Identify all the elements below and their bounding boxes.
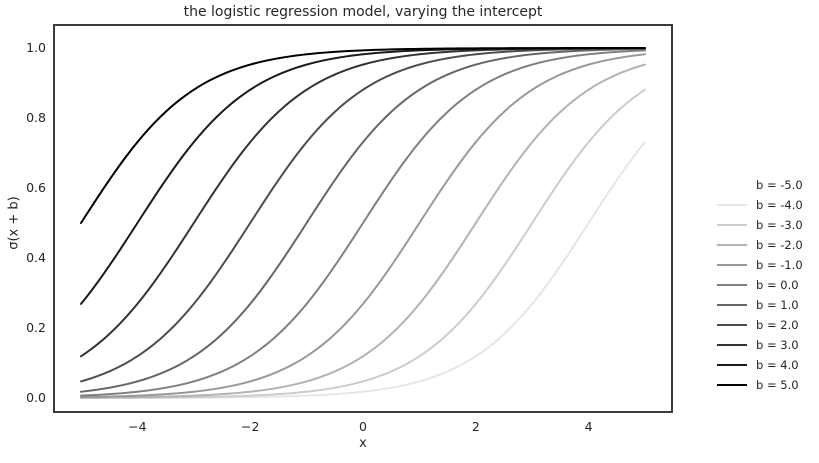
plot-area: [53, 24, 673, 413]
legend-line-swatch: [717, 264, 747, 266]
x-tick-−4: −4: [128, 419, 147, 434]
legend-row-b=0.0: b = 0.0: [717, 275, 803, 295]
legend-label: b = 0.0: [756, 278, 799, 292]
curve-b=3.0: [80, 47, 646, 358]
legend-label: b = 1.0: [756, 298, 799, 312]
legend-label: b = 2.0: [756, 318, 799, 332]
legend-row-b=-2.0: b = -2.0: [717, 235, 803, 255]
y-tick-0.4: 0.4: [26, 250, 46, 265]
legend-row-b=1.0: b = 1.0: [717, 295, 803, 315]
y-tick-0.6: 0.6: [26, 180, 46, 195]
curve-b=-2.0: [80, 63, 646, 399]
legend-line-swatch: [717, 384, 747, 386]
legend-row-b=3.0: b = 3.0: [717, 335, 803, 355]
legend-line-swatch: [717, 324, 747, 326]
legend-label: b = -1.0: [756, 258, 803, 272]
x-tick-0: 0: [359, 419, 367, 434]
curve-b=-3.0: [80, 88, 646, 399]
legend-row-b=-3.0: b = -3.0: [717, 215, 803, 235]
legend-row-b=4.0: b = 4.0: [717, 355, 803, 375]
curve-b=0.0: [80, 49, 646, 397]
chart-title: the logistic regression model, varying t…: [183, 4, 543, 20]
legend-line-swatch: [717, 244, 747, 246]
curve-b=5.0: [80, 47, 646, 224]
legend-line-swatch: [717, 344, 747, 346]
legend-line-swatch: [717, 284, 747, 286]
x-tick-−2: −2: [240, 419, 260, 434]
legend-label: b = -3.0: [756, 218, 803, 232]
x-tick-2: 2: [471, 419, 480, 434]
x-axis-label: x: [359, 436, 367, 451]
x-tick-4: 4: [584, 419, 593, 434]
legend-label: b = 5.0: [756, 378, 799, 392]
legend-line-swatch: [717, 364, 747, 366]
curve-b=1.0: [80, 47, 646, 393]
legend-label: b = -4.0: [756, 198, 803, 212]
axes-box: [53, 24, 673, 413]
y-tick-0.2: 0.2: [26, 320, 46, 335]
y-axis-label: σ(x + b): [6, 196, 22, 250]
legend-row-b=-5.0: b = -5.0: [717, 175, 803, 195]
curve-b=-1.0: [80, 53, 646, 399]
legend-label: b = -2.0: [756, 238, 803, 252]
y-tick-0.8: 0.8: [26, 110, 46, 125]
legend-row-b=-4.0: b = -4.0: [717, 195, 803, 215]
legend-row-b=-1.0: b = -1.0: [717, 255, 803, 275]
legend-label: b = 4.0: [756, 358, 799, 372]
curve-b=2.0: [80, 47, 646, 383]
legend-row-b=2.0: b = 2.0: [717, 315, 803, 335]
legend-label: b = -5.0: [756, 178, 803, 192]
y-tick-1.0: 1.0: [26, 40, 46, 55]
legend-line-swatch: [717, 184, 747, 186]
legend-line-swatch: [717, 224, 747, 226]
legend-row-b=5.0: b = 5.0: [717, 375, 803, 395]
y-tick-0.0: 0.0: [26, 390, 46, 405]
legend-line-swatch: [717, 304, 747, 306]
legend-label: b = 3.0: [756, 338, 799, 352]
legend: b = -5.0 b = -4.0 b = -3.0 b = -2.0 b = -1.0…: [717, 175, 803, 395]
legend-line-swatch: [717, 204, 747, 206]
